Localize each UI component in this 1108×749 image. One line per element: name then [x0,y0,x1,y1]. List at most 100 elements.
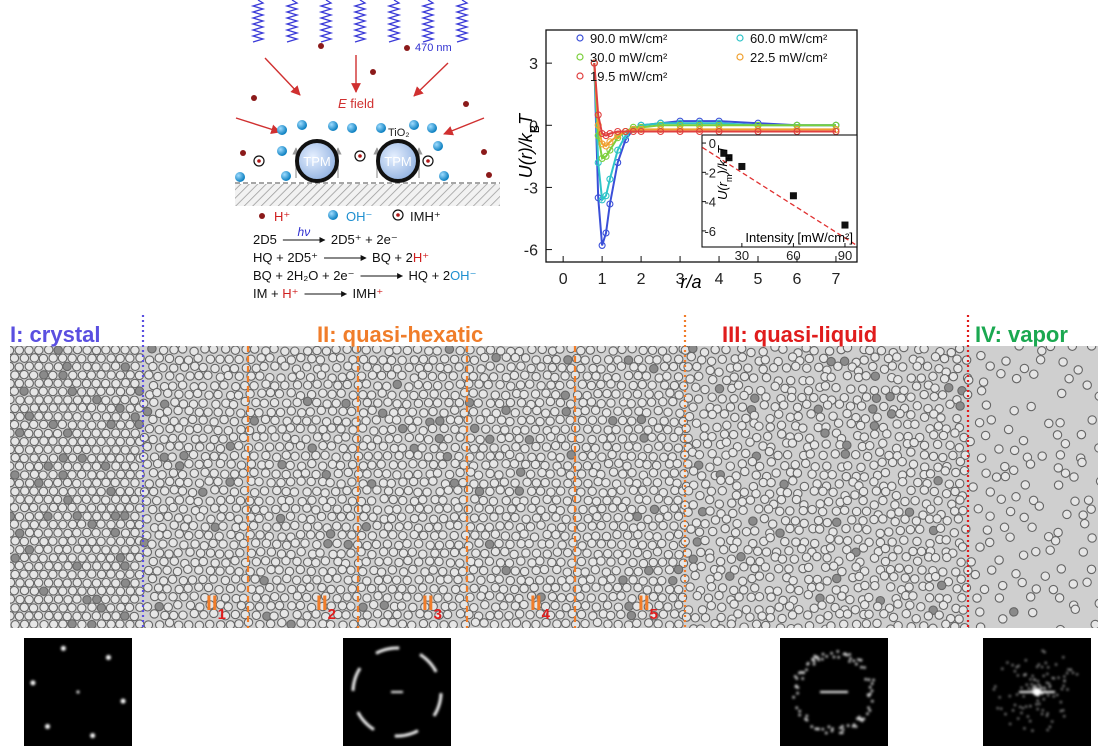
particle [215,372,226,382]
particle [229,469,240,479]
particle [521,514,531,524]
particle [315,548,325,558]
particle [555,397,566,408]
particle [919,346,929,354]
particle [606,363,617,373]
particle [751,619,762,628]
particle [10,544,15,555]
particle [696,547,706,558]
hydroxide [347,123,357,133]
particle [254,513,264,524]
particle [537,467,547,478]
particle [695,624,706,628]
particle [129,611,140,622]
particle [859,432,870,442]
particle [649,485,659,496]
fft-spot [433,713,437,717]
particle [894,563,905,573]
fft-spot [405,733,409,737]
particle [643,425,653,435]
particle [424,522,434,533]
reaction-part: 2D5⁺ + 2e⁻ [331,232,398,247]
particle [256,424,267,434]
particle [316,511,327,522]
x-axis-label: r/a [680,272,701,292]
particle [254,476,264,487]
particle [336,388,346,399]
particle [740,448,751,459]
particle [271,539,282,550]
particle [526,486,537,497]
particle [272,575,282,585]
particle [19,470,30,480]
particle [486,414,496,425]
particle [430,494,440,505]
particle [637,485,648,496]
particle [912,401,923,411]
particle [681,423,691,434]
particle [700,612,711,623]
particle [673,372,684,382]
particle [397,619,408,628]
particle [892,352,902,362]
particle [740,466,750,477]
particle [476,575,486,586]
particle [404,504,415,514]
particle [624,566,634,577]
particle [195,548,206,558]
particle [249,381,259,391]
particle [608,416,618,426]
fft-spots [351,646,443,738]
particle [592,511,602,522]
particle [771,468,781,478]
particle [184,389,194,400]
particle [220,610,231,621]
particle [120,611,130,621]
particle [435,416,445,426]
particle [490,529,501,539]
particle [979,584,990,595]
particle [739,371,750,382]
particle [603,425,613,435]
particle [496,415,507,425]
data-point [696,127,704,136]
particle [372,505,383,515]
particle [327,511,337,522]
particle [612,496,622,506]
particle [194,620,205,628]
particle [148,434,158,445]
particle [587,434,597,445]
particle [716,602,727,613]
particle [790,361,801,372]
particle [536,520,546,530]
particle [125,552,135,563]
particle [249,416,260,426]
particle [1005,532,1015,542]
fft-spot [1063,675,1066,678]
fft-spot [1041,709,1044,712]
particle [525,469,536,480]
particle [754,461,765,472]
particle [550,582,561,593]
particle [439,620,449,628]
fft-spot [1042,698,1045,701]
particle [860,580,870,591]
particle [453,415,464,426]
particle [468,564,479,575]
fft-spot [90,733,96,739]
particle [387,390,397,401]
particle [271,504,281,515]
fft-spot [1071,671,1075,674]
particle [737,352,748,362]
particle [778,400,789,410]
particle [236,583,246,593]
particle [327,389,337,400]
phase-labels: I: crystal II: quasi-hexatic III: quasi-li… [10,322,1068,623]
fft-spot [1029,678,1032,681]
fft-spot [1006,661,1009,664]
particle [67,502,77,513]
particle [760,562,771,572]
particle [376,567,387,577]
particle [554,380,565,391]
particle [491,565,501,576]
